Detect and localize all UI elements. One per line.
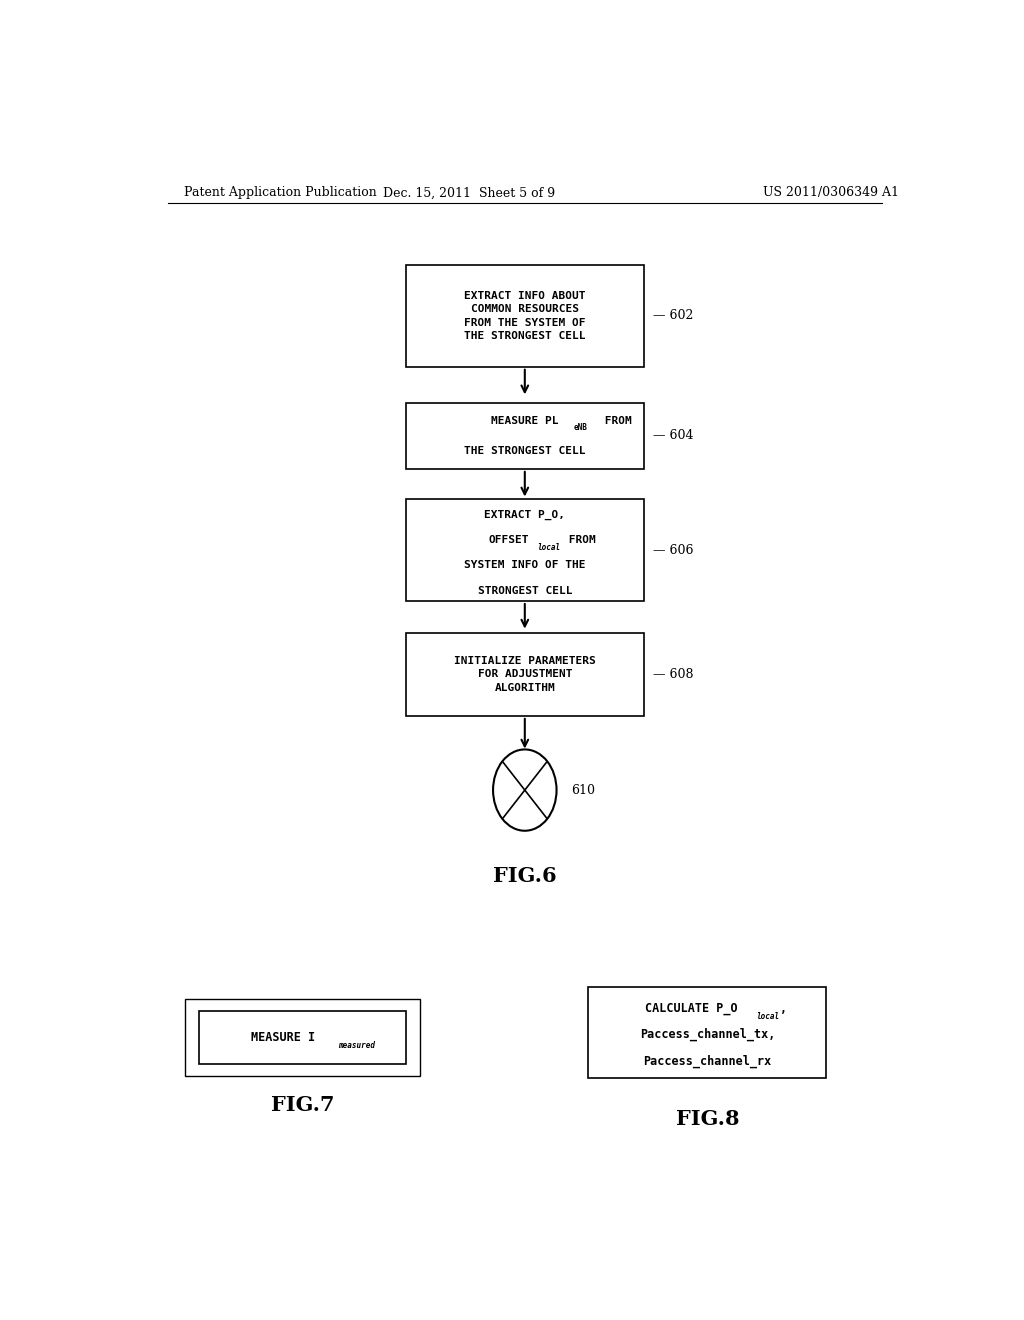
Text: THE STRONGEST CELL: THE STRONGEST CELL [464,446,586,457]
Text: local: local [537,543,560,552]
Text: EXTRACT INFO ABOUT
COMMON RESOURCES
FROM THE SYSTEM OF
THE STRONGEST CELL: EXTRACT INFO ABOUT COMMON RESOURCES FROM… [464,290,586,342]
Text: Dec. 15, 2011  Sheet 5 of 9: Dec. 15, 2011 Sheet 5 of 9 [383,186,555,199]
Text: SYSTEM INFO OF THE: SYSTEM INFO OF THE [464,561,586,570]
Text: — 608: — 608 [653,668,694,681]
Text: eNB: eNB [574,424,588,432]
Text: CALCULATE P_O: CALCULATE P_O [645,1002,737,1015]
FancyBboxPatch shape [200,1011,406,1064]
Text: Paccess_channel_rx: Paccess_channel_rx [643,1055,771,1068]
Text: FIG.6: FIG.6 [493,866,557,887]
Text: — 606: — 606 [653,544,694,557]
FancyBboxPatch shape [406,265,644,367]
Text: OFFSET: OFFSET [488,535,529,545]
Text: 610: 610 [570,784,595,796]
Text: STRONGEST CELL: STRONGEST CELL [477,586,572,595]
FancyBboxPatch shape [406,499,644,601]
Text: MEASURE PL: MEASURE PL [492,416,558,425]
Text: FROM: FROM [598,416,632,425]
FancyBboxPatch shape [588,987,826,1078]
FancyBboxPatch shape [406,632,644,715]
Text: FROM: FROM [562,535,596,545]
Text: FIG.8: FIG.8 [676,1109,739,1129]
Text: EXTRACT P_O,: EXTRACT P_O, [484,510,565,520]
Text: — 602: — 602 [653,309,693,322]
Text: — 604: — 604 [653,429,694,442]
Text: ,: , [780,1002,787,1015]
Text: Paccess_channel_tx,: Paccess_channel_tx, [640,1028,775,1041]
Text: MEASURE I: MEASURE I [251,1031,314,1044]
Ellipse shape [493,750,557,830]
Text: FIG.7: FIG.7 [270,1094,335,1114]
Text: INITIALIZE PARAMETERS
FOR ADJUSTMENT
ALGORITHM: INITIALIZE PARAMETERS FOR ADJUSTMENT ALG… [454,656,596,693]
Text: measured: measured [338,1041,376,1051]
FancyBboxPatch shape [185,999,420,1076]
FancyBboxPatch shape [406,403,644,469]
Text: local: local [757,1011,779,1020]
Text: Patent Application Publication: Patent Application Publication [183,186,376,199]
Text: US 2011/0306349 A1: US 2011/0306349 A1 [763,186,899,199]
